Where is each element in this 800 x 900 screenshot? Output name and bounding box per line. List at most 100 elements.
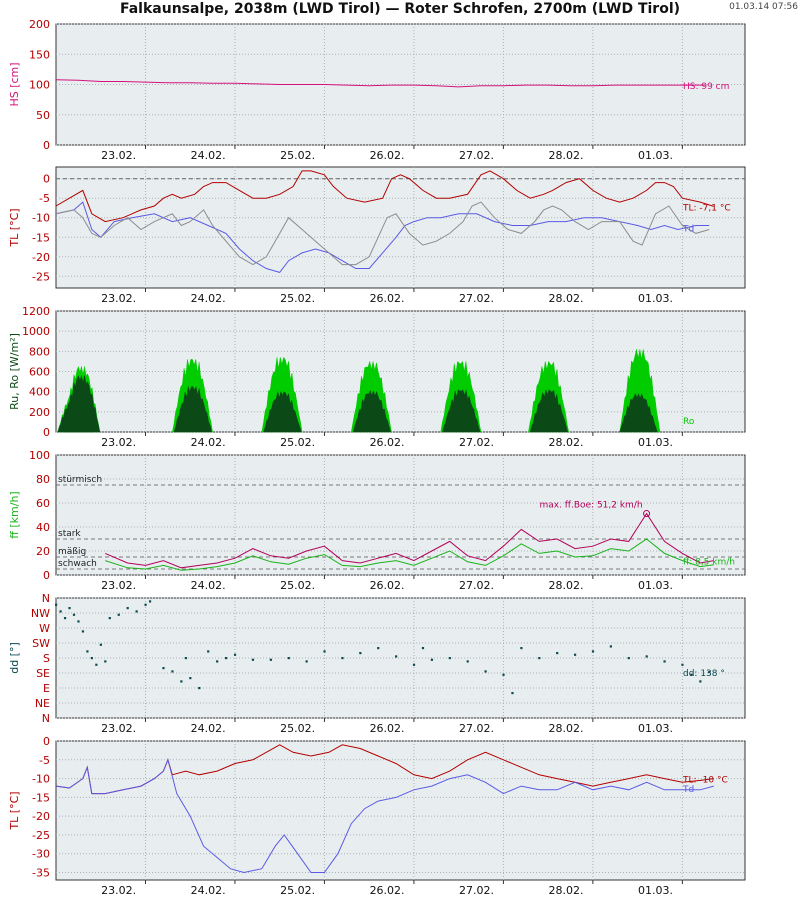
x-tick-label: 24.02.	[191, 884, 226, 897]
y-axis-label: TL [°C]	[8, 791, 21, 830]
x-tick-label: 27.02.	[459, 292, 494, 305]
panel-wind_speed: 0 20 40 60 80 100 ff [km/h] stürmisch stark mäßig…	[8, 449, 746, 592]
series-line	[55, 79, 705, 88]
direction-point	[184, 657, 187, 660]
direction-point	[466, 660, 469, 663]
x-tick-label: 24.02.	[191, 579, 226, 592]
x-tick-label: 26.02.	[370, 436, 405, 449]
direction-point	[81, 630, 85, 633]
direction-point	[99, 643, 102, 646]
direction-point	[511, 692, 514, 695]
radiation-day-area	[529, 388, 569, 433]
direction-point	[359, 652, 362, 655]
y-tick-label: -10	[32, 212, 50, 225]
y-axis-label: HS [cm]	[8, 62, 21, 106]
direction-point	[68, 607, 71, 610]
panel-temp_bottom: 0 -5 -10 -15 -20 -25 -30 -35 TL [°C] TL: -10 °CTd…	[8, 735, 746, 897]
direction-point	[77, 620, 80, 623]
y-tick-label: SW	[32, 637, 50, 650]
x-tick-label: 28.02.	[549, 884, 584, 897]
direction-point	[502, 673, 505, 676]
end-label: ff: 8,5 km/h	[683, 558, 735, 568]
y-tick-label: NW	[31, 607, 50, 620]
y-tick-label: 400	[29, 386, 50, 399]
y-tick-label: 50	[36, 109, 50, 122]
x-tick-label: 25.02.	[280, 722, 315, 735]
x-tick-label: 28.02.	[549, 292, 584, 305]
x-tick-label: 27.02.	[459, 436, 494, 449]
x-tick-label: 24.02.	[191, 149, 226, 162]
direction-point	[171, 670, 174, 673]
plot-area	[55, 740, 746, 881]
radiation-day-area	[619, 392, 658, 433]
end-label: TL: -7,1 °C	[682, 203, 731, 213]
direction-point	[90, 657, 93, 660]
direction-point	[520, 647, 523, 650]
radiation-day-area	[173, 385, 213, 433]
y-tick-label: -20	[32, 810, 50, 823]
direction-point	[63, 617, 67, 620]
panel-wind_dir: N NW W SW S SE E NE Ndd [°] dd: 138 ° 23.02. 24.02.…	[8, 592, 746, 735]
end-label-2: Td	[682, 785, 694, 795]
y-tick-label: -5	[39, 754, 50, 767]
radiation-day-area	[62, 374, 101, 433]
direction-point	[699, 680, 702, 683]
x-tick-label: 25.02.	[280, 292, 315, 305]
direction-point	[395, 655, 398, 658]
end-label: dd: 138 °	[683, 669, 725, 679]
y-tick-label: 800	[29, 345, 50, 358]
direction-point	[645, 655, 648, 658]
y-tick-label: 200	[29, 18, 50, 31]
x-tick-label: 23.02.	[101, 722, 136, 735]
y-tick-label: N	[42, 592, 50, 605]
end-label: HS: 99 cm	[683, 82, 729, 92]
direction-point	[180, 680, 183, 683]
direction-point	[251, 658, 255, 661]
direction-point	[341, 657, 344, 660]
timestamp: 01.03.14 07:56	[729, 2, 798, 12]
direction-point	[72, 613, 76, 616]
max-gust-label: max. ff.Boe: 51,2 km/h	[539, 501, 642, 511]
y-axis-label: ff [km/h]	[8, 491, 21, 538]
x-tick-label: 25.02.	[280, 579, 315, 592]
wind-class-label: stark	[58, 529, 81, 539]
y-tick-label: -15	[32, 791, 50, 804]
direction-point	[305, 660, 308, 663]
y-tick-label: 1200	[22, 305, 50, 318]
x-tick-label: 27.02.	[459, 149, 494, 162]
x-tick-label: 25.02.	[280, 884, 315, 897]
y-tick-label: 200	[29, 406, 50, 419]
y-tick-label: -10	[32, 773, 50, 786]
direction-point	[207, 650, 210, 653]
x-tick-label: 23.02.	[101, 149, 136, 162]
y-tick-label: -25	[32, 270, 50, 283]
direction-point	[59, 610, 62, 613]
direction-point	[412, 663, 416, 666]
series-line	[55, 201, 710, 273]
y-tick-label: 0	[43, 139, 50, 152]
y-tick-label: 0	[43, 426, 50, 439]
y-tick-label: W	[39, 622, 50, 635]
y-tick-label: E	[43, 682, 50, 695]
x-tick-label: 27.02.	[459, 722, 494, 735]
y-axis-label: TL [°C]	[8, 208, 21, 247]
y-tick-label: -25	[32, 829, 50, 842]
direction-point	[538, 657, 541, 660]
series-line	[55, 758, 714, 874]
plot-area	[55, 166, 746, 289]
x-tick-label: 01.03.	[638, 292, 673, 305]
wind-class-label: schwach	[58, 559, 97, 569]
x-tick-label: 24.02.	[191, 292, 226, 305]
y-tick-label: 600	[29, 366, 50, 379]
y-tick-label: SE	[36, 667, 50, 680]
direction-point	[690, 673, 693, 676]
direction-point	[484, 670, 487, 673]
series-line	[55, 201, 710, 266]
x-tick-label: 28.02.	[549, 722, 584, 735]
direction-point	[104, 660, 107, 663]
y-tick-label: 1000	[22, 325, 50, 338]
y-tick-label: -20	[32, 251, 50, 264]
direction-point	[144, 603, 147, 606]
y-tick-label: 80	[36, 473, 50, 486]
direction-point	[591, 650, 595, 653]
